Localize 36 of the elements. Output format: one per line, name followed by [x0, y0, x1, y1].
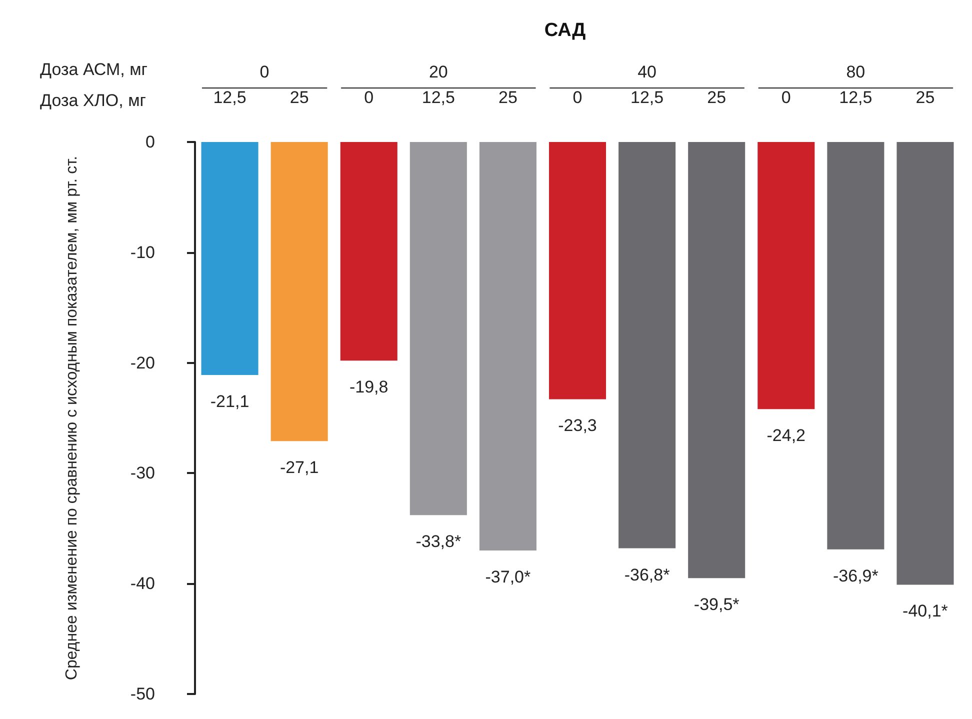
x-tick-label: 0 [364, 88, 374, 107]
data-label: -40,1* [902, 602, 948, 621]
text: 0 [260, 62, 270, 82]
data-label: -23,3 [558, 416, 597, 436]
x-tick-label: 0 [781, 88, 791, 107]
text: 80 [846, 62, 866, 82]
x-tick-label: 12,5 [213, 88, 246, 107]
y-tick-label: -30 [130, 464, 155, 483]
data-label: -36,8* [624, 565, 670, 584]
x-tick-label: 25 [707, 88, 726, 107]
y-tick-label: -20 [130, 353, 155, 372]
x-tick-label: 0 [572, 88, 582, 107]
data-label: -39,5* [694, 595, 740, 614]
text: Доза ХЛО, мг [40, 91, 146, 110]
data-label: -36,9* [832, 566, 879, 586]
x-tick-label: 25 [916, 88, 935, 107]
data-label: -33,8* [416, 532, 462, 552]
x-tick-label: 12,5 [422, 88, 455, 107]
data-label: -19,8 [349, 378, 388, 397]
text: Доза АСМ, мг [40, 60, 148, 79]
data-label: -21,1 [210, 392, 250, 411]
data-label: -24,2 [766, 426, 806, 446]
text: 20 [428, 62, 448, 82]
data-label: -37,0* [485, 567, 532, 586]
y-tick-label: -50 [130, 684, 155, 704]
y-axis-title: Среднее изменение по сравнению с исходным показателем, мм рт. ст. [64, 156, 80, 680]
y-tick-label: -10 [130, 242, 155, 262]
text: 40 [638, 62, 657, 82]
x-tick-label: 12,5 [839, 88, 872, 107]
y-tick-label: -40 [130, 574, 155, 594]
x-tick-label: 25 [498, 88, 518, 107]
x-tick-label: 25 [290, 88, 309, 107]
y-tick-label: 0 [146, 132, 155, 152]
x-tick-label: 12,5 [630, 88, 664, 107]
chart-title: САД [544, 20, 586, 41]
data-label: -27,1 [280, 458, 319, 478]
